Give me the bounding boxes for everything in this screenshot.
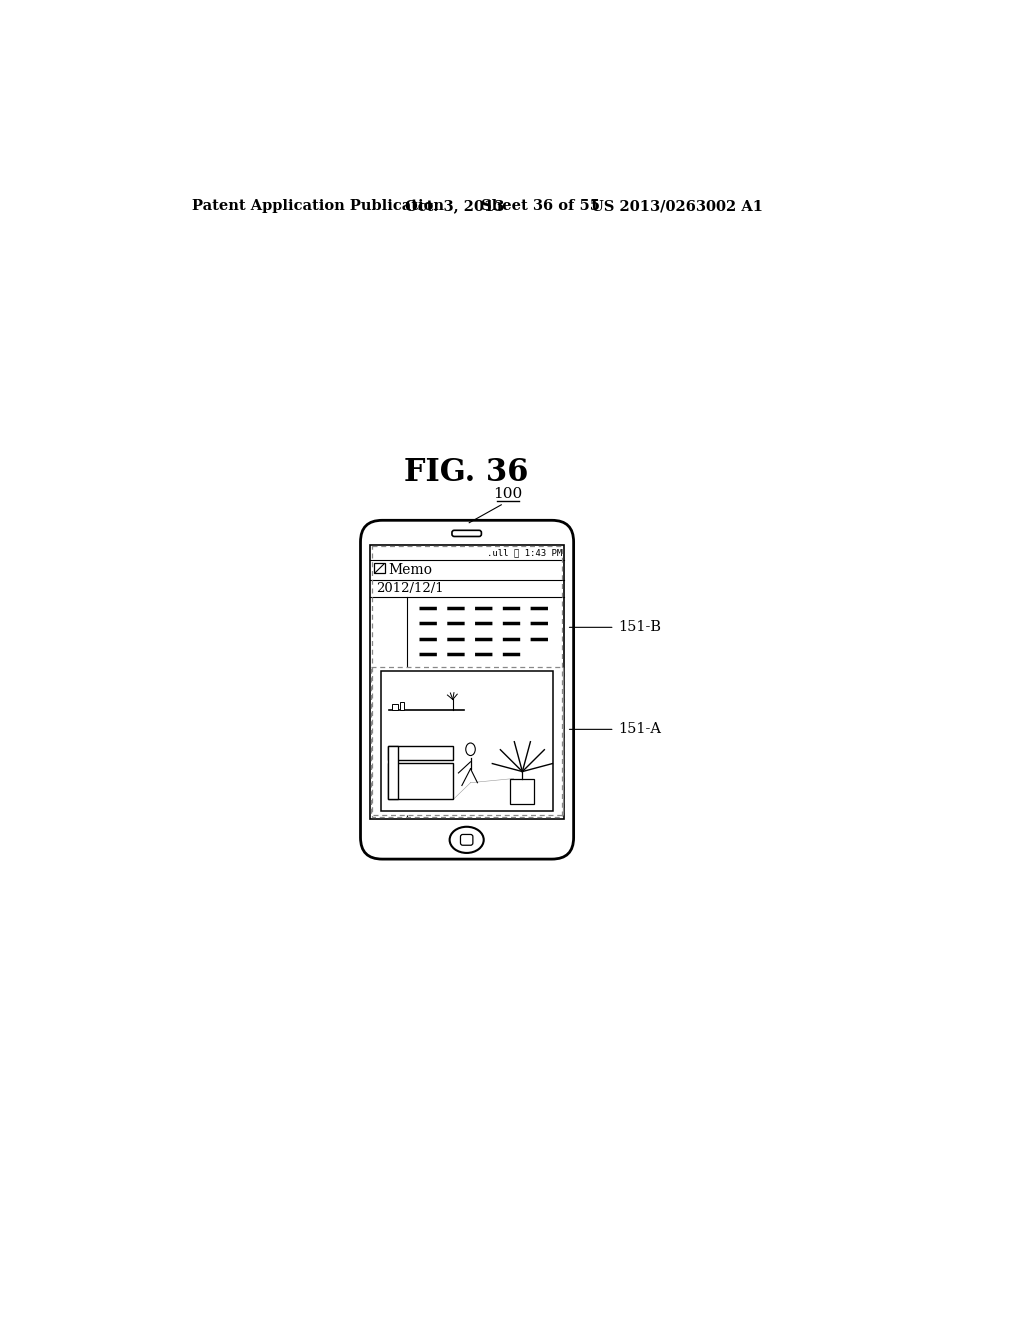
Bar: [400, 702, 404, 710]
Ellipse shape: [466, 743, 475, 755]
Bar: [387, 747, 398, 800]
FancyBboxPatch shape: [452, 531, 481, 536]
FancyBboxPatch shape: [461, 834, 473, 845]
Text: 151-A: 151-A: [618, 722, 662, 737]
Text: Patent Application Publication: Patent Application Publication: [191, 199, 443, 213]
Bar: [387, 747, 454, 760]
Ellipse shape: [450, 826, 483, 853]
Bar: [375, 564, 385, 573]
FancyBboxPatch shape: [360, 520, 573, 859]
Bar: [370, 545, 564, 818]
Text: Sheet 36 of 55: Sheet 36 of 55: [480, 199, 600, 213]
Text: 2012/12/1: 2012/12/1: [376, 582, 443, 595]
Text: US 2013/0263002 A1: US 2013/0263002 A1: [592, 199, 764, 213]
Text: 100: 100: [494, 487, 522, 502]
Bar: [392, 704, 397, 710]
Text: .ull Ⅱ 1:43 PM: .ull Ⅱ 1:43 PM: [486, 548, 562, 557]
Text: FIG. 36: FIG. 36: [404, 457, 528, 488]
Bar: [510, 779, 535, 804]
Text: 151-B: 151-B: [618, 620, 662, 635]
Text: Memo: Memo: [388, 564, 432, 577]
Bar: [381, 671, 554, 810]
Bar: [372, 667, 563, 816]
Bar: [372, 545, 562, 817]
Text: Oct. 3, 2013: Oct. 3, 2013: [406, 199, 505, 213]
Bar: [387, 763, 454, 800]
